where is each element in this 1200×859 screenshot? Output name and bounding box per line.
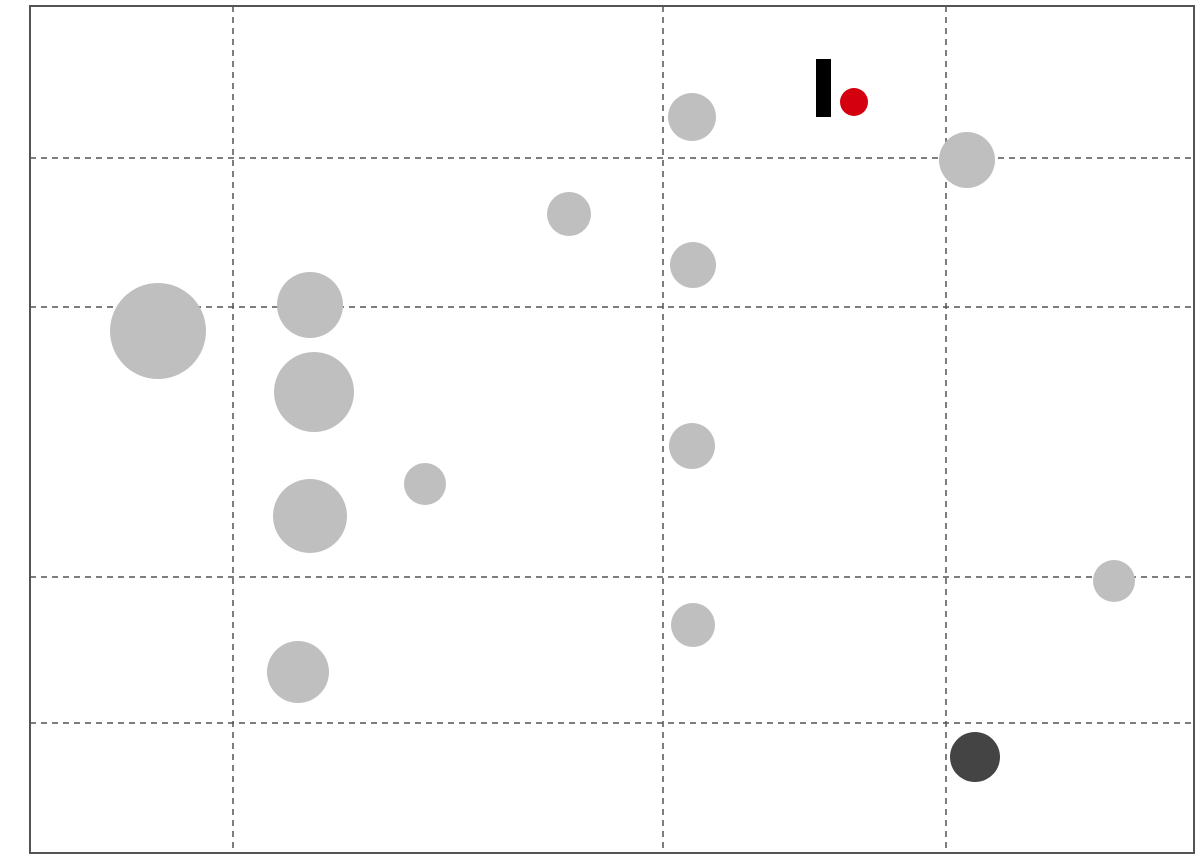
bubble-chart (0, 0, 1200, 859)
chart-svg (0, 0, 1200, 859)
